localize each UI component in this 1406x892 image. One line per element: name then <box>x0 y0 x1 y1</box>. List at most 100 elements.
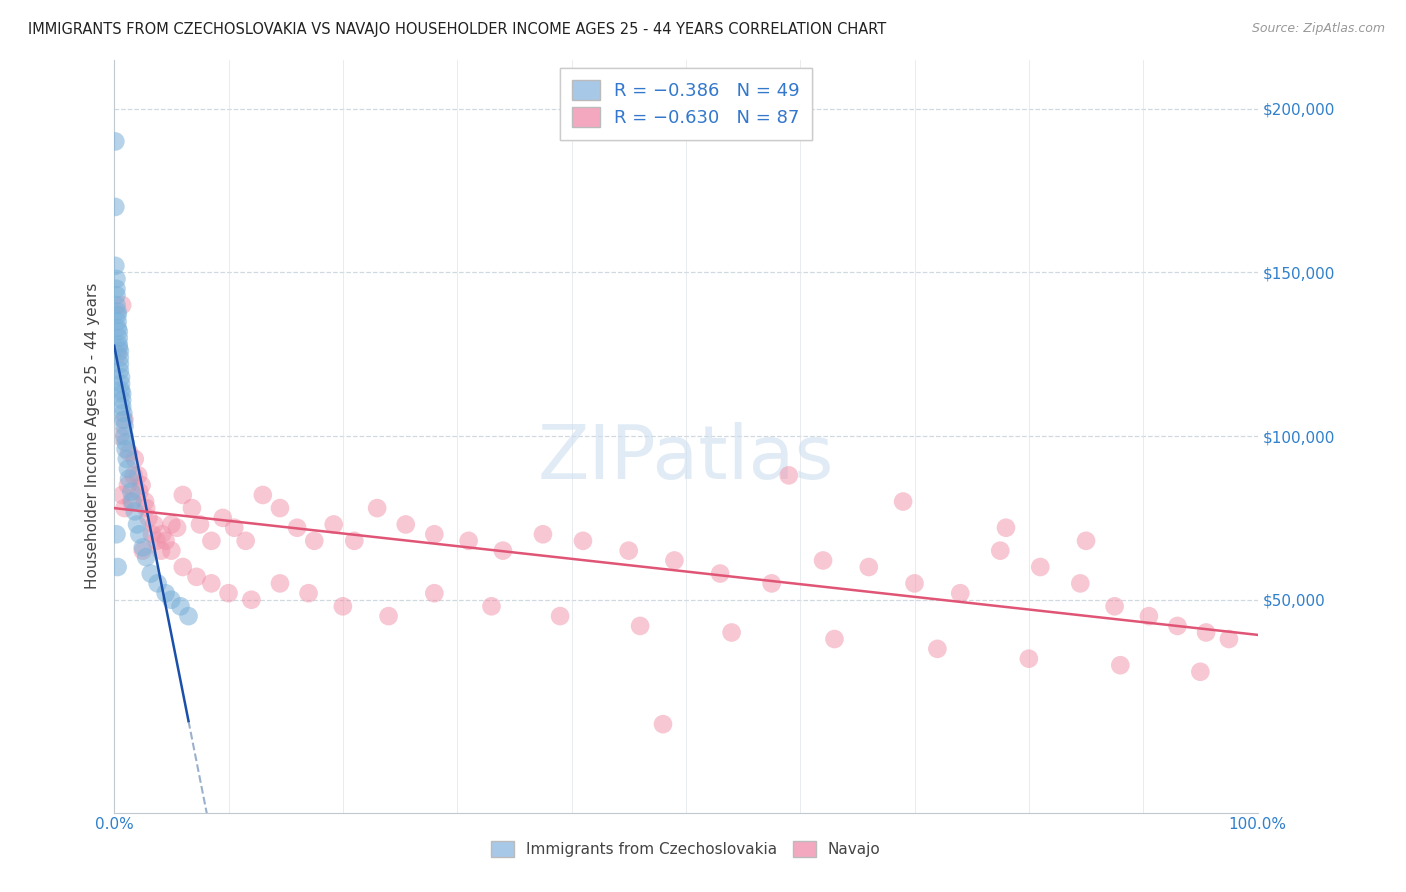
Point <box>160 543 183 558</box>
Point <box>423 527 446 541</box>
Point <box>188 517 211 532</box>
Point <box>1104 599 1126 614</box>
Point <box>115 452 138 467</box>
Point <box>824 632 846 646</box>
Point <box>377 609 399 624</box>
Point <box>104 135 127 149</box>
Point <box>141 527 163 541</box>
Point <box>138 511 160 525</box>
Point <box>218 586 240 600</box>
Point <box>322 517 344 532</box>
Point <box>160 592 183 607</box>
Point <box>139 566 162 581</box>
Point <box>125 517 148 532</box>
Point <box>1074 533 1097 548</box>
Point <box>108 363 131 377</box>
Point <box>169 599 191 614</box>
Point <box>122 468 145 483</box>
Point <box>108 357 131 371</box>
Point <box>118 472 141 486</box>
Point <box>110 376 132 391</box>
Point <box>1018 651 1040 665</box>
Point <box>166 521 188 535</box>
Point <box>135 501 157 516</box>
Point <box>297 586 319 600</box>
Point <box>1189 665 1212 679</box>
Point <box>343 533 366 548</box>
Point <box>111 488 134 502</box>
Point <box>548 609 571 624</box>
Point <box>155 586 177 600</box>
Point <box>235 533 257 548</box>
Point <box>114 442 136 457</box>
Point <box>720 625 742 640</box>
Point <box>652 717 675 731</box>
Point <box>105 527 128 541</box>
Point <box>186 570 208 584</box>
Point <box>108 351 131 365</box>
Point <box>107 314 129 328</box>
Point <box>135 550 157 565</box>
Y-axis label: Householder Income Ages 25 - 44 years: Householder Income Ages 25 - 44 years <box>86 283 100 590</box>
Point <box>224 521 246 535</box>
Point <box>1029 560 1052 574</box>
Point <box>114 419 136 434</box>
Point <box>891 494 914 508</box>
Point <box>114 501 136 516</box>
Point <box>134 494 156 508</box>
Point <box>457 533 479 548</box>
Point <box>181 501 204 516</box>
Point <box>211 511 233 525</box>
Point <box>107 304 129 318</box>
Point <box>1166 619 1188 633</box>
Point <box>927 641 949 656</box>
Point <box>105 298 128 312</box>
Point <box>110 383 132 397</box>
Point <box>107 321 129 335</box>
Point <box>811 553 834 567</box>
Point <box>903 576 925 591</box>
Point <box>423 586 446 600</box>
Point <box>104 259 127 273</box>
Point <box>107 324 129 338</box>
Point <box>1109 658 1132 673</box>
Point <box>105 282 128 296</box>
Point <box>121 494 143 508</box>
Point <box>107 347 129 361</box>
Text: Source: ZipAtlas.com: Source: ZipAtlas.com <box>1251 22 1385 36</box>
Point <box>124 504 146 518</box>
Point <box>114 429 136 443</box>
Point <box>150 527 173 541</box>
Point <box>117 478 139 492</box>
Point <box>481 599 503 614</box>
Point <box>112 413 135 427</box>
Point <box>104 200 127 214</box>
Point <box>1069 576 1091 591</box>
Point <box>111 400 134 414</box>
Point <box>111 386 134 401</box>
Point <box>617 543 640 558</box>
Point <box>269 501 291 516</box>
Point <box>155 533 177 548</box>
Point <box>304 533 326 548</box>
Point <box>1137 609 1160 624</box>
Point <box>200 576 222 591</box>
Text: ZIPatlas: ZIPatlas <box>537 422 834 495</box>
Point <box>150 543 173 558</box>
Point <box>172 488 194 502</box>
Point <box>131 478 153 492</box>
Point <box>240 592 263 607</box>
Point <box>761 576 783 591</box>
Point <box>200 533 222 548</box>
Point <box>108 343 131 358</box>
Point <box>124 452 146 467</box>
Point <box>111 392 134 407</box>
Point <box>117 462 139 476</box>
Point <box>107 341 129 355</box>
Point <box>107 560 129 574</box>
Point <box>120 484 142 499</box>
Point <box>395 517 418 532</box>
Point <box>143 517 166 532</box>
Point <box>572 533 595 548</box>
Point <box>111 298 134 312</box>
